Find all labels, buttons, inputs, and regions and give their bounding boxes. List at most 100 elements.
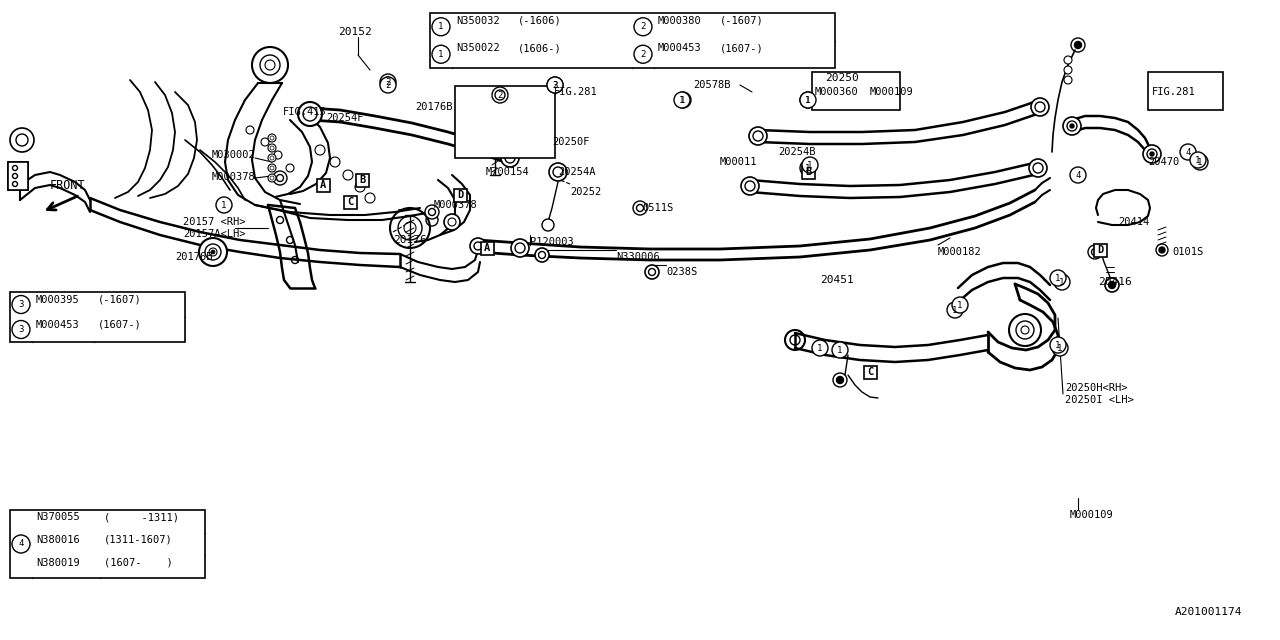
Circle shape [433,45,451,63]
Text: 20176: 20176 [393,235,426,245]
Text: (1607-): (1607-) [99,319,142,330]
Text: 20250I <LH>: 20250I <LH> [1065,395,1134,405]
Text: (1607-): (1607-) [721,44,764,53]
Circle shape [541,219,554,231]
Text: (     -1311): ( -1311) [104,513,179,522]
Text: 1: 1 [818,344,823,353]
Text: 20254B: 20254B [778,147,815,157]
Text: 3: 3 [18,325,24,334]
Circle shape [1149,152,1155,156]
Circle shape [800,160,817,176]
Text: 1: 1 [438,50,444,59]
Circle shape [268,134,276,142]
Circle shape [1064,56,1073,64]
Circle shape [634,201,646,215]
Text: 20157 <RH>: 20157 <RH> [183,217,246,227]
Text: 1: 1 [1055,273,1061,282]
Circle shape [1053,274,1070,290]
Circle shape [800,92,817,108]
Text: 2: 2 [552,81,558,90]
Circle shape [268,164,276,172]
Text: 20451: 20451 [820,275,854,285]
Bar [812,72,900,110]
Bar [316,179,329,191]
Text: 1: 1 [680,95,686,104]
Circle shape [837,376,844,383]
Text: 2: 2 [640,22,645,31]
Text: M000378: M000378 [212,172,256,182]
Text: 4: 4 [1075,170,1080,179]
Circle shape [500,149,518,167]
Circle shape [1108,282,1115,289]
Text: M000453: M000453 [658,44,701,53]
Circle shape [298,102,323,126]
Text: 1: 1 [1057,344,1062,353]
Circle shape [495,90,506,100]
Circle shape [1180,144,1196,160]
Text: 1: 1 [1055,340,1061,349]
Circle shape [547,77,563,93]
Text: 1: 1 [1060,278,1065,287]
Circle shape [216,197,232,213]
Text: 2: 2 [640,50,645,59]
Circle shape [1088,245,1102,259]
Text: N370055: N370055 [36,513,79,522]
Circle shape [433,18,451,36]
Text: M000378: M000378 [434,200,477,210]
Text: FIG.415: FIG.415 [283,107,326,117]
Circle shape [1192,154,1208,170]
Circle shape [1021,326,1029,334]
Circle shape [634,45,652,63]
Bar [8,162,28,190]
Text: B: B [358,175,365,185]
Circle shape [12,321,29,339]
Text: 3: 3 [18,300,24,309]
Circle shape [1070,167,1085,183]
Circle shape [198,238,227,266]
Circle shape [550,80,561,90]
Bar [356,173,369,186]
Text: 0511S: 0511S [643,203,673,213]
Text: 2: 2 [498,90,503,99]
Bar [864,365,877,378]
Bar [801,166,814,179]
Circle shape [268,154,276,162]
Circle shape [268,144,276,152]
Text: 20176B: 20176B [415,102,453,112]
Text: FRONT: FRONT [50,179,86,191]
Text: 20152: 20152 [338,27,371,37]
Circle shape [675,92,690,108]
Circle shape [1074,42,1082,49]
Text: 2: 2 [385,81,390,90]
Circle shape [634,18,652,36]
Circle shape [1050,337,1066,353]
Text: (1607-    ): (1607- ) [104,557,173,568]
Circle shape [741,177,759,195]
Text: (1606-): (1606-) [518,44,562,53]
Text: 1: 1 [221,200,227,209]
Circle shape [947,302,963,318]
Bar [1148,72,1222,110]
Text: B: B [805,167,812,177]
Bar [1093,243,1106,257]
Text: 1: 1 [680,95,685,104]
Text: D: D [457,190,463,200]
Text: 3: 3 [552,81,558,90]
Circle shape [1158,247,1165,253]
Circle shape [1029,159,1047,177]
Bar [480,241,494,255]
Circle shape [492,87,508,103]
Circle shape [1052,340,1068,356]
Text: 4: 4 [1185,147,1190,157]
Circle shape [1050,270,1066,286]
Text: 1: 1 [952,305,957,314]
Text: 20157A<LH>: 20157A<LH> [183,229,246,239]
Text: 1: 1 [837,346,842,355]
Text: (-1606): (-1606) [518,16,562,26]
Text: 20416: 20416 [1098,277,1132,287]
Text: M000395: M000395 [36,294,79,305]
Text: FIG.281: FIG.281 [554,87,598,97]
Bar [10,292,186,342]
Circle shape [1062,117,1082,135]
Text: M000182: M000182 [938,247,982,257]
